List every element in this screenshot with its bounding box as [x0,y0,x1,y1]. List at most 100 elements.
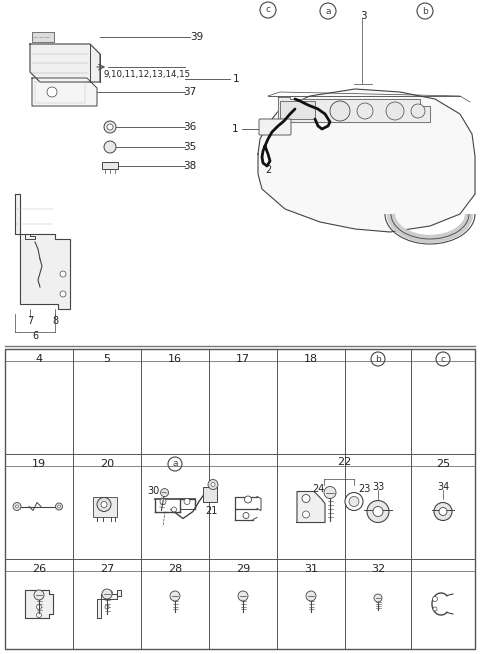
Circle shape [324,487,336,498]
Text: 25: 25 [436,459,450,469]
Circle shape [13,502,21,511]
Text: c: c [441,354,445,364]
Bar [5,349,475,649]
Polygon shape [30,44,100,82]
Circle shape [330,101,350,121]
Circle shape [36,613,41,617]
Text: 3: 3 [360,11,366,21]
Circle shape [349,496,359,506]
Text: 28: 28 [168,564,182,574]
Circle shape [97,498,111,511]
Text: 38: 38 [183,161,197,171]
Circle shape [36,604,41,610]
Circle shape [357,103,373,119]
Circle shape [432,596,437,602]
Circle shape [433,607,437,611]
Text: b: b [375,354,381,364]
Circle shape [439,508,447,515]
Text: 35: 35 [183,142,197,152]
Circle shape [243,513,249,519]
Text: 2: 2 [265,165,271,175]
Circle shape [107,124,113,130]
Bar [35,82,43,87]
Bar [68,82,76,87]
Circle shape [102,589,112,599]
Text: 27: 27 [100,564,114,574]
Circle shape [306,591,316,601]
Text: 22: 22 [337,457,351,467]
Polygon shape [278,97,430,122]
Text: a: a [172,460,178,468]
Polygon shape [32,78,97,106]
Bar [79,82,87,87]
Circle shape [238,591,248,601]
Circle shape [434,502,452,521]
Circle shape [302,511,310,518]
Bar [57,82,65,87]
Text: 8: 8 [52,316,58,326]
Text: 33: 33 [372,481,384,492]
Text: c: c [265,5,271,14]
Circle shape [386,102,404,120]
Text: 7: 7 [27,316,33,326]
Circle shape [184,498,190,504]
Text: 19: 19 [32,459,46,469]
FancyBboxPatch shape [259,119,291,135]
Text: 30: 30 [147,487,159,496]
Text: 23: 23 [358,483,370,494]
Polygon shape [97,590,121,618]
Polygon shape [25,590,53,618]
Text: 20: 20 [100,459,114,469]
Circle shape [47,87,57,97]
Circle shape [56,503,62,510]
Text: 21: 21 [205,506,217,517]
Circle shape [105,605,109,609]
Circle shape [161,489,168,496]
Polygon shape [297,492,325,523]
Circle shape [302,494,310,502]
Text: 16: 16 [168,354,182,364]
Text: 37: 37 [183,87,197,97]
Circle shape [411,104,425,118]
Circle shape [34,590,44,600]
Bar [46,82,54,87]
Text: 4: 4 [36,354,43,364]
Text: a: a [325,7,331,16]
Circle shape [108,591,112,596]
Circle shape [60,291,66,297]
Text: b: b [422,7,428,16]
Circle shape [160,498,166,504]
Bar [32,32,54,42]
Circle shape [60,271,66,277]
Circle shape [104,121,116,133]
Bar [93,496,117,517]
Text: 1: 1 [233,74,240,84]
Circle shape [58,505,60,508]
Polygon shape [15,194,70,309]
Polygon shape [258,89,475,232]
Text: 29: 29 [236,564,250,574]
Text: 26: 26 [32,564,46,574]
Circle shape [170,591,180,601]
Circle shape [373,506,383,517]
Text: 24: 24 [312,483,324,494]
Bar [102,162,118,169]
Text: 32: 32 [371,564,385,574]
Text: 1: 1 [231,124,238,134]
Text: 31: 31 [304,564,318,574]
Text: 39: 39 [191,32,204,42]
Text: 5: 5 [104,354,110,364]
Circle shape [101,502,107,508]
Text: 18: 18 [304,354,318,364]
Circle shape [211,483,215,487]
Circle shape [104,141,116,153]
Circle shape [208,479,218,489]
Circle shape [345,492,363,511]
Circle shape [36,594,41,600]
Bar [280,101,315,119]
Bar [203,487,217,502]
Circle shape [171,507,177,512]
Circle shape [367,500,389,523]
Text: 34: 34 [437,481,449,492]
Text: 9,10,11,12,13,14,15: 9,10,11,12,13,14,15 [103,69,191,78]
